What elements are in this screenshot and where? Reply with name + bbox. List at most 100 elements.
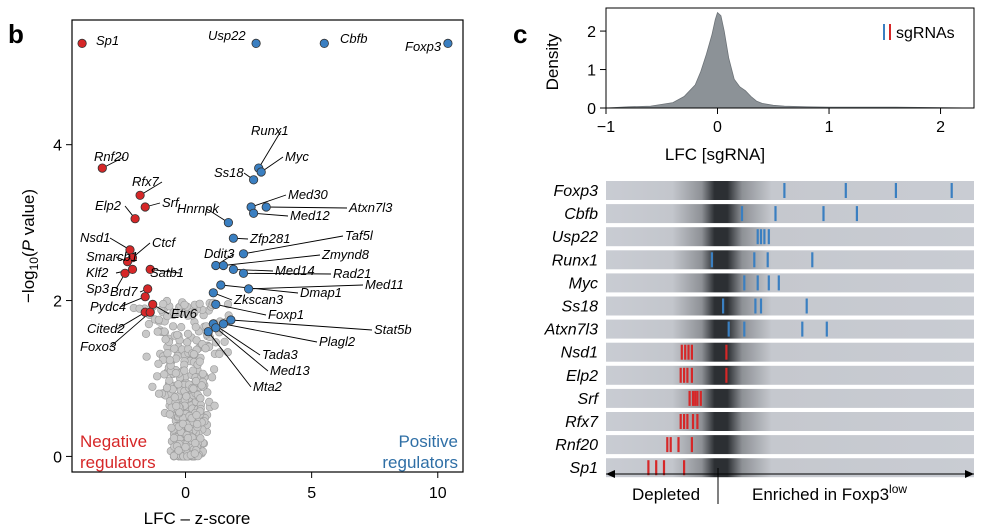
arrowhead-right bbox=[965, 470, 974, 478]
density-y-tick-label: 0 bbox=[587, 101, 596, 118]
volcano-point-dmap1 bbox=[216, 280, 226, 290]
panel-b-letter: b bbox=[8, 19, 24, 49]
negative-regulators-label-line2: regulators bbox=[80, 453, 156, 472]
gene-label-rnf20: Rnf20 bbox=[94, 149, 129, 164]
volcano-x-axis-title: LFC – z-score bbox=[144, 509, 251, 528]
leader-line bbox=[243, 272, 332, 275]
volcano-point-neutral bbox=[169, 308, 178, 317]
track-gene-label-rfx7: Rfx7 bbox=[565, 414, 599, 431]
leader-line bbox=[248, 284, 364, 290]
enriched-label: Enriched in Foxp3low bbox=[752, 482, 907, 504]
gene-label-rfx7: Rfx7 bbox=[132, 174, 160, 189]
leader-line bbox=[258, 130, 282, 169]
sgrna-track-rnf20 bbox=[606, 435, 974, 455]
sgrna-tracks: Foxp3 Cbfb Usp22 Runx1 Myc Ss18 Atxn7l3 Nsd1 Elp… bbox=[544, 181, 974, 478]
gene-label-sp1: Sp1 bbox=[96, 33, 119, 48]
track-gene-label-atxn7l3: Atxn7l3 bbox=[544, 322, 598, 339]
gene-label-satb1: Satb1 bbox=[150, 265, 184, 280]
leader-line bbox=[253, 212, 289, 217]
volcano-point-neutral bbox=[191, 322, 200, 332]
leader-line bbox=[220, 284, 299, 294]
volcano-point-neutral bbox=[153, 372, 162, 381]
track-gene-label-cbfb: Cbfb bbox=[564, 206, 598, 223]
volcano-point-neutral bbox=[180, 300, 189, 310]
gene-label-foxp1: Foxp1 bbox=[268, 307, 304, 322]
volcano-point-neutral bbox=[159, 299, 168, 309]
volcano-x-tick-label: 10 bbox=[429, 485, 447, 502]
volcano-point-neutral bbox=[173, 330, 182, 340]
volcano-point-neutral bbox=[169, 433, 179, 443]
leader-line bbox=[223, 323, 318, 343]
volcano-plot-frame bbox=[71, 19, 464, 473]
volcano-point-neutral bbox=[162, 383, 172, 393]
gene-label-klf2: Klf2 bbox=[86, 265, 109, 280]
leader-line bbox=[207, 331, 252, 388]
volcano-point-hnrnpk bbox=[223, 218, 233, 228]
volcano-point-brd7 bbox=[143, 284, 153, 294]
gene-label-hnrnpk: Hnrnpk bbox=[177, 201, 220, 216]
gene-label-med11: Med11 bbox=[365, 277, 404, 292]
volcano-point-foxp3 bbox=[443, 38, 453, 49]
gene-label-pydc4: Pydc4 bbox=[90, 299, 126, 314]
gene-label-med13: Med13 bbox=[270, 363, 311, 378]
volcano-point-neutral bbox=[170, 344, 179, 353]
track-gene-label-ss18: Ss18 bbox=[562, 299, 599, 316]
volcano-point-neutral bbox=[180, 366, 189, 375]
density-y-tick-label: 2 bbox=[587, 24, 596, 41]
density-y-tick-label: 1 bbox=[587, 63, 596, 80]
volcano-point-stat5b bbox=[226, 315, 236, 325]
gene-label-dmap1: Dmap1 bbox=[300, 285, 342, 300]
volcano-point-neutral bbox=[223, 300, 233, 309]
volcano-point-neutral bbox=[172, 401, 181, 411]
volcano-point-neutral bbox=[198, 369, 207, 378]
volcano-labeled-points bbox=[77, 38, 453, 337]
volcano-point-neutral bbox=[163, 312, 172, 321]
sgrna-track-foxp3 bbox=[606, 181, 974, 200]
volcano-point-atxn7l3 bbox=[261, 202, 271, 212]
volcano-point-neutral bbox=[167, 423, 176, 432]
leader-line bbox=[223, 254, 321, 266]
volcano-point-neutral bbox=[153, 327, 162, 336]
volcano-point-klf2 bbox=[127, 264, 138, 274]
gene-label-foxo3: Foxo3 bbox=[80, 339, 117, 354]
gene-label-plagl2: Plagl2 bbox=[319, 334, 356, 349]
gene-label-ctcf: Ctcf bbox=[152, 235, 177, 250]
gene-label-srf: Srf bbox=[162, 195, 180, 210]
enriched-label-superscript: low bbox=[889, 482, 907, 496]
volcano-point-neutral bbox=[170, 393, 179, 402]
leader-line bbox=[109, 311, 151, 348]
gene-label-atxn7l3: Atxn7l3 bbox=[348, 200, 393, 215]
volcano-point-neutral bbox=[189, 384, 198, 393]
volcano-point-neutral bbox=[196, 394, 205, 403]
volcano-point-rnf20 bbox=[97, 163, 107, 173]
volcano-y-tick-label: 2 bbox=[53, 294, 62, 311]
volcano-point-neutral bbox=[184, 423, 193, 432]
volcano-point-neutral bbox=[208, 373, 217, 382]
leader-line bbox=[213, 323, 261, 356]
sgrna-track-runx1 bbox=[606, 250, 974, 270]
gene-label-tada3: Tada3 bbox=[262, 347, 298, 362]
volcano-point-neutral bbox=[189, 350, 198, 359]
volcano-point-neutral bbox=[142, 352, 151, 361]
track-gene-label-srf: Srf bbox=[578, 391, 600, 408]
leader-line bbox=[230, 319, 373, 331]
volcano-point-neutral bbox=[154, 389, 164, 398]
volcano-point-neutral bbox=[154, 359, 163, 368]
gene-label-med12: Med12 bbox=[290, 208, 331, 223]
positive-regulators-label-line1: Positive bbox=[398, 432, 458, 451]
volcano-axes: 0 5 10 0 2 4 bbox=[53, 138, 447, 502]
panel-c-letter: c bbox=[513, 19, 527, 49]
gene-label-foxp3: Foxp3 bbox=[405, 39, 442, 54]
volcano-point-neutral bbox=[165, 410, 174, 419]
volcano-point-elp2 bbox=[130, 214, 140, 224]
leader-line bbox=[250, 194, 287, 208]
sgrna-track-nsd1 bbox=[606, 342, 974, 362]
sgrna-track-myc bbox=[606, 273, 974, 293]
volcano-point-neutral bbox=[192, 336, 201, 345]
sgrna-track-elp2 bbox=[606, 365, 974, 385]
volcano-point-neutral bbox=[190, 449, 199, 458]
leader-line bbox=[215, 303, 267, 316]
volcano-point-neutral bbox=[165, 356, 174, 365]
volcano-point-med14 bbox=[228, 264, 238, 274]
volcano-point-neutral bbox=[177, 323, 186, 332]
